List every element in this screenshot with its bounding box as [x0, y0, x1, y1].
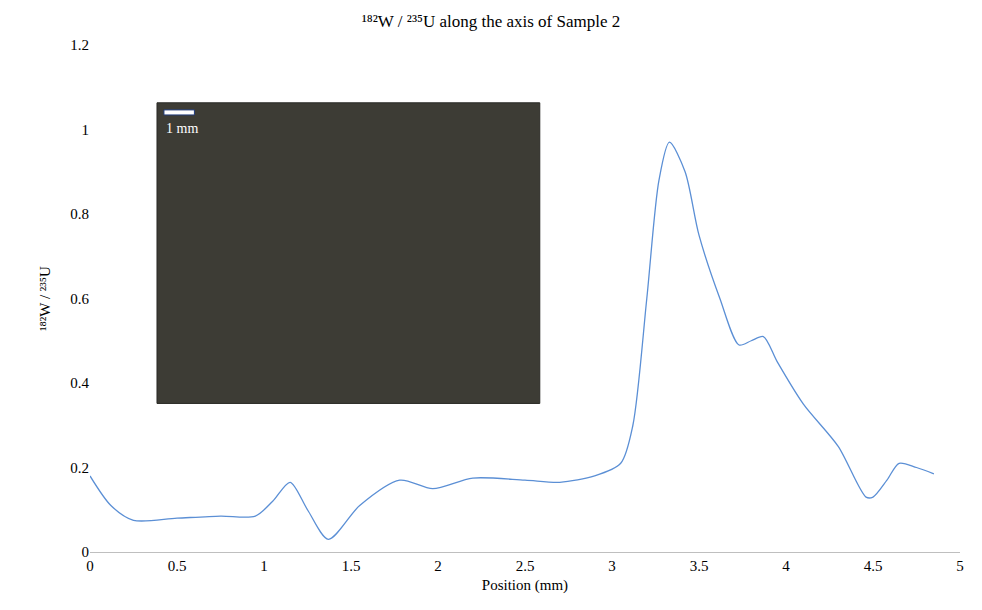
- svg-text:4: 4: [782, 558, 790, 574]
- svg-text:1.2: 1.2: [70, 37, 89, 53]
- svg-text:0: 0: [82, 544, 90, 560]
- svg-text:2: 2: [434, 558, 442, 574]
- svg-text:4.5: 4.5: [864, 558, 883, 574]
- svg-text:5: 5: [956, 558, 964, 574]
- svg-text:1.5: 1.5: [342, 558, 361, 574]
- svg-text:1: 1: [260, 558, 268, 574]
- svg-text:0.6: 0.6: [70, 291, 89, 307]
- svg-text:0.4: 0.4: [70, 375, 89, 391]
- svg-text:1 mm: 1 mm: [166, 121, 198, 136]
- svg-text:0.5: 0.5: [168, 558, 187, 574]
- svg-text:3: 3: [608, 558, 616, 574]
- svg-text:3.5: 3.5: [690, 558, 709, 574]
- svg-text:0.8: 0.8: [70, 206, 89, 222]
- svg-text:1: 1: [82, 122, 90, 138]
- svg-text:Position (mm): Position (mm): [482, 577, 568, 594]
- svg-text:¹⁸²W / ²³⁵U: ¹⁸²W / ²³⁵U: [37, 266, 53, 331]
- svg-text:2.5: 2.5: [516, 558, 535, 574]
- svg-text:0.2: 0.2: [70, 460, 89, 476]
- svg-text:0: 0: [86, 558, 94, 574]
- svg-text:¹⁸²W / ²³⁵U along the axis of: ¹⁸²W / ²³⁵U along the axis of Sample 2: [362, 12, 621, 31]
